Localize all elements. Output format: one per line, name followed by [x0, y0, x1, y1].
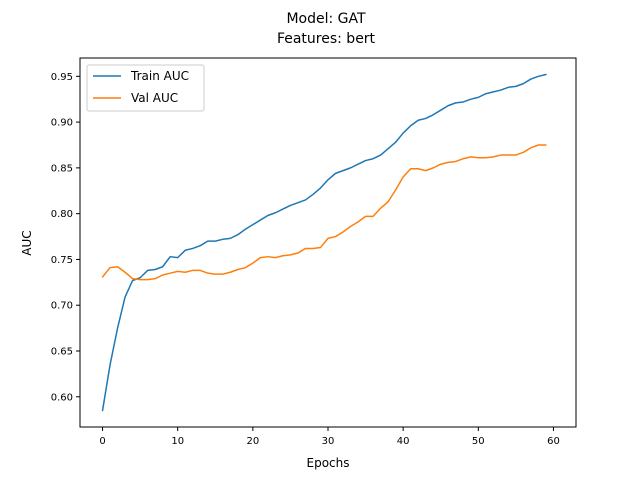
x-axis-label: Epochs [307, 456, 350, 470]
x-tick-label: 40 [397, 436, 410, 447]
y-tick-label: 0.75 [51, 255, 73, 266]
x-tick-label: 10 [171, 436, 184, 447]
y-tick-label: 0.65 [51, 347, 73, 358]
y-tick-label: 0.80 [51, 209, 73, 220]
y-tick-label: 0.90 [51, 118, 73, 129]
y-tick-label: 0.70 [51, 301, 73, 312]
x-tick-label: 20 [246, 436, 259, 447]
legend-val-label: Val AUC [131, 91, 178, 105]
x-tick-label: 0 [99, 436, 105, 447]
y-axis-label: AUC [20, 230, 34, 255]
legend: Train AUC Val AUC [86, 64, 205, 112]
x-tick-label: 50 [472, 436, 485, 447]
plot-area [101, 73, 547, 412]
y-tick-label: 0.60 [51, 392, 73, 403]
train-auc-line [101, 73, 547, 412]
x-tick-label: 30 [322, 436, 335, 447]
legend-train-label: Train AUC [130, 69, 189, 83]
chart-subtitle: Features: bert [277, 31, 376, 47]
y-tick-label: 0.95 [51, 72, 73, 83]
chart-title: Model: GAT [286, 11, 366, 27]
val-auc-line [101, 144, 547, 281]
y-tick-label: 0.85 [51, 163, 73, 174]
x-tick-label: 60 [547, 436, 560, 447]
